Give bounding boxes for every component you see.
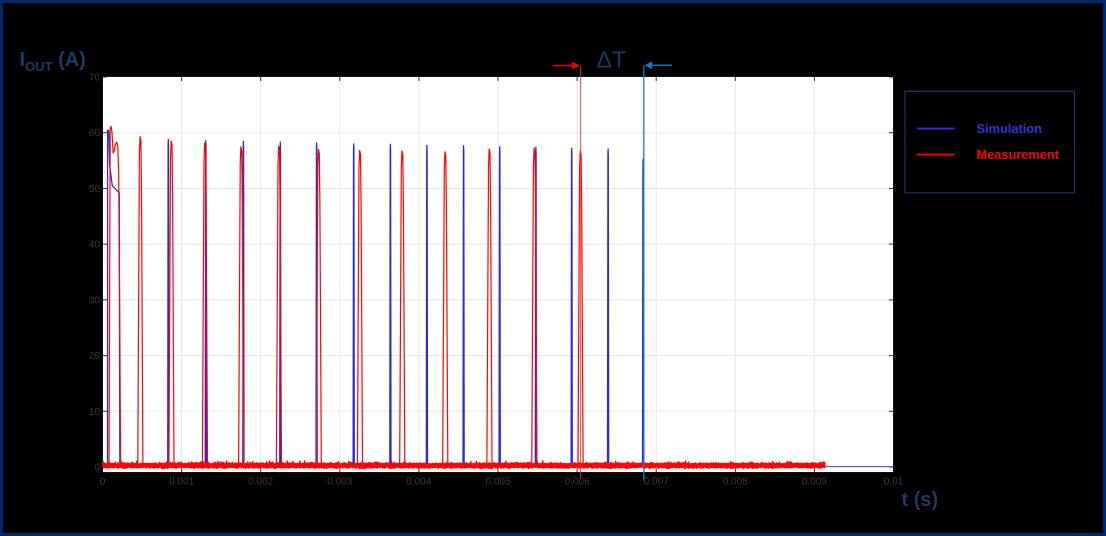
- svg-text:0.006: 0.006: [565, 477, 590, 488]
- svg-text:Simulation: Simulation: [977, 121, 1043, 136]
- svg-text:0: 0: [94, 463, 100, 474]
- svg-text:60: 60: [89, 128, 101, 139]
- svg-text:0.01: 0.01: [884, 477, 904, 488]
- svg-text:0.003: 0.003: [327, 477, 352, 488]
- svg-text:ΔT: ΔT: [597, 47, 626, 73]
- svg-text:0.002: 0.002: [248, 477, 273, 488]
- svg-text:0.001: 0.001: [169, 477, 194, 488]
- svg-text:t (s): t (s): [902, 489, 939, 511]
- svg-text:0.007: 0.007: [644, 477, 669, 488]
- svg-text:0.008: 0.008: [723, 477, 748, 488]
- svg-text:20: 20: [89, 351, 101, 362]
- svg-text:70: 70: [89, 73, 101, 84]
- svg-text:40: 40: [89, 240, 101, 251]
- svg-text:0.004: 0.004: [406, 477, 431, 488]
- svg-text:10: 10: [89, 407, 101, 418]
- svg-text:Measurement: Measurement: [977, 147, 1060, 162]
- svg-text:0.009: 0.009: [802, 477, 827, 488]
- svg-text:0.005: 0.005: [485, 477, 510, 488]
- svg-text:30: 30: [89, 295, 101, 306]
- svg-text:50: 50: [89, 184, 101, 195]
- svg-text:0: 0: [100, 477, 106, 488]
